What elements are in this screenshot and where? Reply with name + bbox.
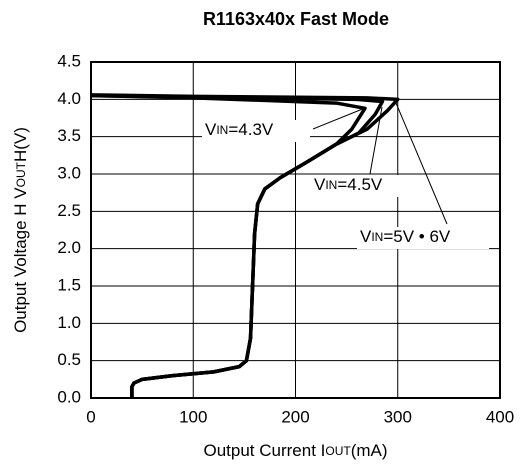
legend-label-part: IN (216, 123, 228, 137)
leader-line (312, 107, 366, 130)
y-axis-label-part: OUT (14, 161, 28, 187)
leader-line (395, 102, 448, 225)
y-tick-label: 1.5 (57, 275, 81, 294)
legend-label: VIN=4.3V (205, 120, 274, 139)
x-tick-label: 100 (179, 407, 207, 426)
x-tick-label: 200 (281, 407, 309, 426)
legend-label-part: V (314, 175, 326, 194)
y-axis-label-part: H(V) (11, 127, 30, 162)
y-tick-label: 0.5 (57, 350, 81, 369)
legend-label-part: IN (325, 178, 337, 192)
line (90, 93, 400, 398)
y-axis-label: Output Voltage H VOUTH(V) (11, 127, 30, 333)
plot-frame (90, 61, 501, 399)
y-tick-label: 2.5 (57, 201, 81, 220)
x-axis-label-part: OUT (325, 444, 351, 458)
label-bg (202, 120, 310, 142)
legend-label: VIN=4.5V (314, 175, 383, 194)
y-axis-label-part: Output Voltage H V (11, 187, 30, 333)
x-tick-label: 0 (86, 407, 95, 426)
legend-label-part: =4.5V (337, 175, 383, 194)
y-tick-label: 2.0 (57, 238, 81, 257)
chart-title: R1163x40x Fast Mode (203, 9, 389, 29)
y-tick-label: 3.5 (57, 126, 81, 145)
label-bg (311, 175, 413, 197)
legend-label-part: IN (371, 230, 383, 244)
leader-line (369, 106, 383, 175)
y-tick-label: 3.0 (57, 163, 81, 182)
legend-label-part: V (205, 120, 217, 139)
x-tick-label: 300 (384, 407, 412, 426)
legend-label-part: V (360, 227, 372, 246)
legend-label: VIN=5V • 6V (360, 227, 451, 246)
y-tick-label: 0.0 (57, 387, 81, 406)
legend-label-part: =4.3V (228, 120, 274, 139)
x-axis-label-part: (mA) (351, 441, 388, 460)
x-axis-label: Output Current IOUT(mA) (203, 441, 387, 460)
y-tick-label: 4.0 (57, 89, 81, 108)
x-axis-label-part: Output Current I (203, 441, 325, 460)
label-bg (357, 227, 489, 249)
legend-label-part: =5V • 6V (383, 227, 451, 246)
y-tick-label: 4.5 (57, 51, 81, 70)
y-tick-label: 1.0 (57, 313, 81, 332)
x-tick-label: 400 (486, 407, 514, 426)
